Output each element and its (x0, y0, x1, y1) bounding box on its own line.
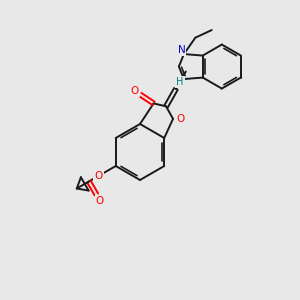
Text: O: O (130, 86, 139, 96)
Text: H: H (176, 77, 184, 87)
Text: O: O (96, 196, 104, 206)
Text: N: N (178, 45, 185, 55)
Text: O: O (94, 171, 103, 181)
Text: O: O (176, 114, 184, 124)
